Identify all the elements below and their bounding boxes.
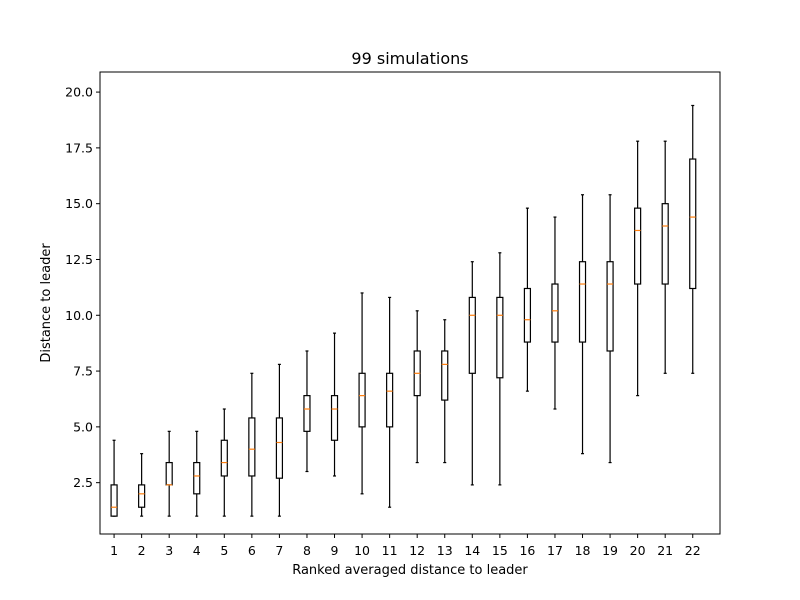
x-tick-label: 8 <box>303 543 311 558</box>
box-16 <box>523 207 532 392</box>
box-22 <box>689 104 697 374</box>
y-tick-label: 17.5 <box>65 140 93 155</box>
x-tick-label: 3 <box>165 543 173 558</box>
box-3 <box>165 430 173 517</box>
x-tick-label: 11 <box>382 543 398 558</box>
box-iqr <box>468 296 476 374</box>
y-tick-label: 10.0 <box>65 308 93 323</box>
box-iqr <box>523 287 532 343</box>
box-21 <box>661 140 669 374</box>
box-9 <box>330 332 339 477</box>
box-10 <box>358 292 366 495</box>
box-6 <box>248 372 256 517</box>
box-15 <box>496 252 504 486</box>
box-iqr <box>193 461 201 495</box>
box-18 <box>578 194 587 455</box>
x-tick-label: 13 <box>437 543 453 558</box>
x-tick-label: 14 <box>464 543 480 558</box>
y-tick-label: 12.5 <box>65 252 93 267</box>
box-iqr <box>578 261 587 343</box>
x-tick-label: 12 <box>409 543 425 558</box>
x-tick-label: 9 <box>331 543 339 558</box>
y-tick-label: 2.5 <box>73 475 93 490</box>
box-14 <box>468 261 476 486</box>
box-iqr <box>689 158 697 290</box>
y-axis: 2.5 5.0 7.5 10.0 12.5 15.0 17.5 20.0 <box>65 85 100 490</box>
y-tick-label: 15.0 <box>65 196 93 211</box>
box-iqr <box>303 395 311 432</box>
x-tick-label: 5 <box>220 543 228 558</box>
box-4 <box>193 430 201 517</box>
x-axis: 1 2 3 4 5 6 7 8 9 10 11 12 13 14 15 16 17 18 19 20 21 22 <box>110 534 701 558</box>
box-iqr <box>606 261 614 352</box>
box-iqr <box>661 203 669 285</box>
box-2 <box>138 453 146 517</box>
x-tick-label: 15 <box>492 543 508 558</box>
box-iqr <box>330 395 339 441</box>
x-tick-label: 16 <box>519 543 535 558</box>
box-iqr <box>275 417 284 479</box>
box-iqr <box>358 372 366 428</box>
box-7 <box>275 363 284 517</box>
box-5 <box>220 408 228 517</box>
box-20 <box>634 140 642 397</box>
y-axis-label: Distance to leader <box>39 243 54 363</box>
x-tick-label: 7 <box>275 543 283 558</box>
box-iqr <box>220 439 228 477</box>
plot-area <box>110 104 697 517</box>
x-tick-label: 17 <box>547 543 563 558</box>
x-tick-label: 10 <box>354 543 370 558</box>
x-tick-label: 21 <box>657 543 673 558</box>
box-iqr <box>110 484 118 517</box>
box-12 <box>413 310 421 464</box>
box-iqr <box>634 207 642 285</box>
box-1 <box>110 439 118 517</box>
x-axis-label: Ranked averaged distance to leader <box>292 563 528 578</box>
x-tick-label: 6 <box>248 543 256 558</box>
box-iqr <box>138 484 146 508</box>
x-tick-label: 4 <box>193 543 201 558</box>
box-8 <box>303 350 311 473</box>
box-19 <box>606 194 614 464</box>
box-iqr <box>551 283 559 343</box>
x-tick-label: 1 <box>110 543 118 558</box>
plot-frame <box>99 71 721 535</box>
x-tick-label: 18 <box>575 543 591 558</box>
x-tick-label: 2 <box>138 543 146 558</box>
x-tick-label: 19 <box>602 543 618 558</box>
chart-title: 99 simulations <box>351 49 468 68</box>
x-tick-label: 22 <box>685 543 701 558</box>
x-tick-label: 20 <box>630 543 646 558</box>
box-11 <box>386 296 394 508</box>
box-iqr <box>496 296 504 379</box>
box-13 <box>441 319 449 464</box>
box-iqr <box>441 350 449 401</box>
y-tick-label: 7.5 <box>73 364 93 379</box>
y-tick-label: 5.0 <box>73 419 93 434</box>
box-iqr <box>386 372 394 428</box>
y-tick-label: 20.0 <box>65 85 93 100</box>
box-iqr <box>248 417 256 477</box>
box-17 <box>551 216 559 410</box>
